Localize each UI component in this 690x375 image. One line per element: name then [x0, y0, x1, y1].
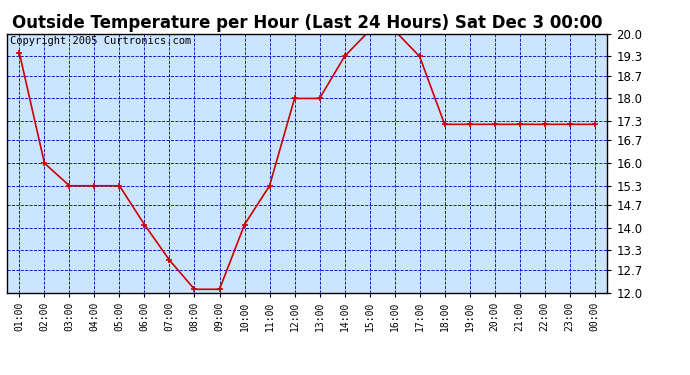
Title: Outside Temperature per Hour (Last 24 Hours) Sat Dec 3 00:00: Outside Temperature per Hour (Last 24 Ho…	[12, 14, 602, 32]
Text: Copyright 2005 Curtronics.com: Copyright 2005 Curtronics.com	[10, 36, 191, 46]
